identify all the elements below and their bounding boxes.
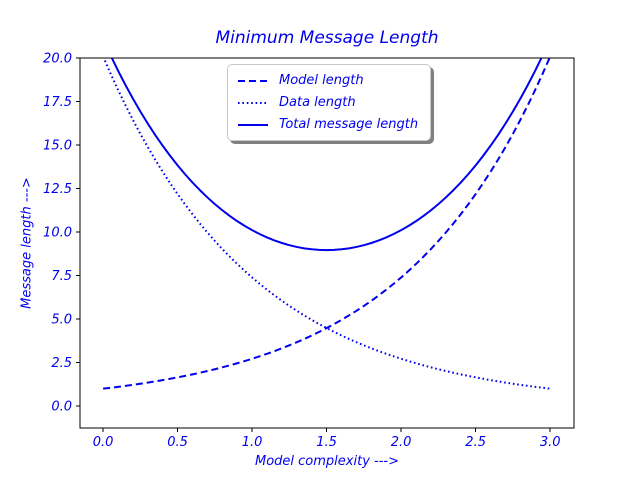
legend-item-label: Model length	[279, 73, 364, 88]
curve-dashed	[102, 58, 551, 390]
x-axis-label: Model complexity --->	[255, 454, 399, 469]
y-tick-label: 10.0	[43, 226, 72, 241]
legend-item: Model length	[238, 71, 418, 90]
y-tick-label: 2.5	[51, 356, 72, 371]
x-tick-label: 0.0	[93, 435, 114, 450]
legend-line-sample-solid	[238, 123, 268, 126]
legend-item-label: Data length	[279, 95, 356, 110]
x-tick-label: 0.5	[167, 435, 188, 450]
x-tick-label: 2.0	[391, 435, 412, 450]
legend-item-label: Total message length	[279, 117, 419, 132]
y-tick-label: 12.5	[43, 182, 72, 197]
y-axis-label: Message length --->	[19, 177, 35, 309]
x-tick-label: 1.5	[316, 435, 337, 450]
y-tick-label: 20.0	[43, 52, 72, 67]
y-tick-label: 5.0	[51, 313, 72, 328]
x-tick-label: 3.0	[540, 435, 561, 450]
legend-item: Total message length	[238, 115, 418, 134]
chart-title: Minimum Message Length	[215, 28, 439, 48]
curve-solid	[110, 58, 543, 252]
y-tick-label: 17.5	[43, 95, 72, 110]
legend-item: Data length	[238, 93, 418, 112]
y-tick-label: 0.0	[51, 400, 72, 415]
legend-line-sample-dashed	[238, 79, 268, 82]
axes-spines	[79, 57, 575, 429]
legend: Model length Data length Total message len…	[227, 64, 432, 141]
legend-line-sample-dotted	[238, 101, 268, 104]
y-tick-label: 7.5	[51, 269, 72, 284]
x-tick-label: 2.5	[465, 435, 486, 450]
y-tick-label: 15.0	[43, 139, 72, 154]
x-tick-label: 1.0	[242, 435, 263, 450]
